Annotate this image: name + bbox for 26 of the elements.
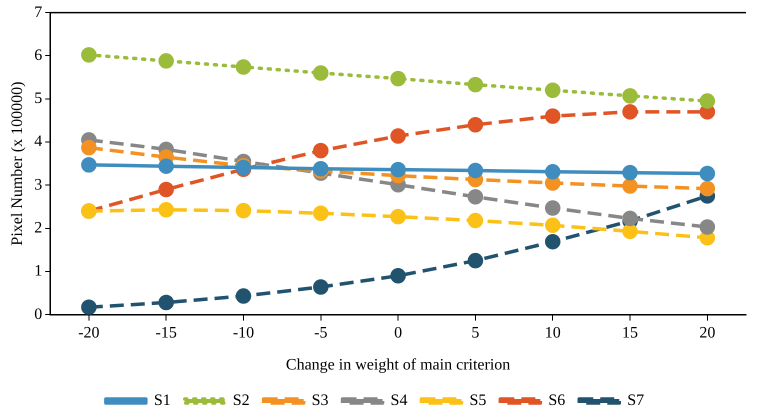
legend-label: S5 xyxy=(469,392,486,410)
x-tick-label: -5 xyxy=(314,324,328,342)
legend-label: S1 xyxy=(154,392,171,410)
x-tick-label: 10 xyxy=(544,324,561,342)
y-tick-label: 3 xyxy=(34,176,42,194)
y-tick-label: 4 xyxy=(34,133,42,150)
x-axis-title: Change in weight of main criterion xyxy=(286,356,510,374)
x-tick-label: 0 xyxy=(394,324,402,342)
y-tick-label: 5 xyxy=(34,90,42,108)
x-tick-label: -15 xyxy=(156,324,177,342)
legend-label: S7 xyxy=(627,392,644,410)
x-tick-label: -10 xyxy=(232,324,254,342)
legend-label: S3 xyxy=(312,392,329,410)
legend-label: S2 xyxy=(232,392,250,410)
y-tick-label: 6 xyxy=(34,46,42,64)
y-tick-label: 0 xyxy=(34,306,42,323)
x-tick-label: -20 xyxy=(78,324,100,342)
y-tick-label: 2 xyxy=(34,220,42,237)
x-tick-label: 20 xyxy=(699,324,716,342)
y-tick-label: 7 xyxy=(34,4,42,21)
y-tick-label: 1 xyxy=(34,262,42,280)
legend-label: S4 xyxy=(390,392,408,410)
y-axis-title: Pixel Number (x 100000) xyxy=(8,82,26,246)
legend-label: S6 xyxy=(548,392,566,410)
x-tick-label: 15 xyxy=(622,324,638,342)
x-tick-label: 5 xyxy=(471,324,480,342)
